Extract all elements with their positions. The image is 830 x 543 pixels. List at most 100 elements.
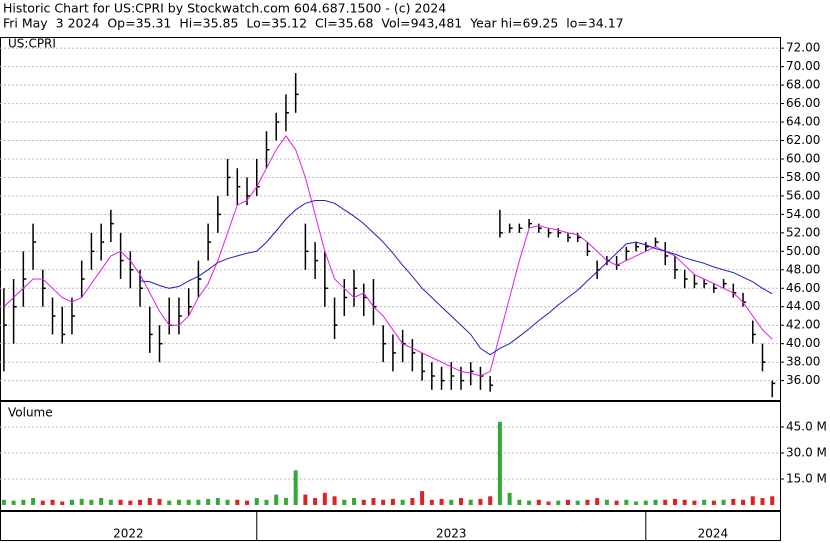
volume-bar [352, 498, 357, 505]
y-tick-label: 64.00 [786, 115, 820, 129]
volume-bar [176, 499, 181, 505]
volume-bar [31, 498, 36, 505]
volume-bar [653, 499, 658, 505]
moving-average [139, 200, 773, 356]
volume-bar [643, 500, 648, 505]
volume-bar [79, 498, 84, 505]
y-tick-label: 72.00 [786, 41, 820, 55]
moving-average [3, 135, 773, 377]
volume-bar [196, 499, 201, 505]
volume-bar [118, 499, 123, 505]
volume-bar [322, 492, 327, 505]
volume-bar [138, 499, 143, 505]
volume-bar [235, 499, 240, 505]
volume-bar [604, 499, 609, 505]
volume-bar [546, 501, 551, 505]
y-tick-label: 68.00 [786, 78, 820, 92]
volume-bar [458, 498, 463, 505]
volume-bar [420, 491, 425, 505]
volume-bar [497, 421, 502, 505]
volume-bar [225, 499, 230, 505]
volume-bar [206, 498, 211, 505]
x-tick-label: 2023 [436, 527, 467, 541]
volume-bar [507, 492, 512, 505]
price-panel [0, 37, 781, 401]
y-tick-label: 40.00 [786, 336, 820, 350]
volume-bar [702, 499, 707, 505]
volume-bar [303, 494, 308, 505]
volume-bar [760, 498, 765, 505]
volume-bar [1, 499, 6, 505]
y-tick-label: 58.00 [786, 170, 820, 184]
volume-bar [536, 499, 541, 505]
volume-bar [556, 500, 561, 505]
volume-bar [254, 498, 259, 505]
volume-bar [682, 499, 687, 505]
y-tick-label: 62.00 [786, 133, 820, 147]
volume-bar [21, 499, 26, 505]
volume-bar [293, 470, 298, 505]
volume-bar [332, 496, 337, 505]
volume-bar [245, 500, 250, 505]
volume-bar [449, 499, 454, 505]
volume-bar [692, 500, 697, 505]
volume-bar [186, 499, 191, 505]
y-tick-label: 45.0 M [786, 419, 827, 433]
volume-bar [517, 499, 522, 505]
volume-bar [634, 501, 639, 505]
volume-bar [371, 498, 376, 505]
y-tick-label: 54.00 [786, 207, 820, 221]
volume-bar [89, 499, 94, 505]
volume-bar [663, 499, 668, 505]
volume-bar [750, 496, 755, 505]
y-tick-label: 15.0 M [786, 471, 827, 485]
volume-bar [624, 499, 629, 505]
volume-bar [585, 499, 590, 505]
volume-bar [400, 499, 405, 505]
y-tick-label: 30.0 M [786, 445, 827, 459]
volume-bar [468, 499, 473, 505]
y-tick-label: 66.00 [786, 96, 820, 110]
volume-bar [614, 500, 619, 505]
volume-bar [69, 499, 74, 505]
chart-subtitle: Fri May 3 2024 Op=35.31 Hi=35.85 Lo=35.1… [3, 16, 624, 31]
volume-bar [410, 498, 415, 505]
volume-bar [731, 498, 736, 505]
volume-bar [99, 498, 104, 505]
y-tick-label: 36.00 [786, 373, 820, 387]
volume-bar [108, 499, 113, 505]
y-tick-label: 70.00 [786, 59, 820, 73]
volume-bar [264, 499, 269, 505]
volume-bar [488, 496, 493, 505]
y-tick-label: 42.00 [786, 318, 820, 332]
date-axis [0, 511, 781, 541]
volume-bar [429, 499, 434, 505]
chart-title: Historic Chart for US:CPRI by Stockwatch… [3, 1, 446, 16]
volume-bar [167, 500, 172, 505]
volume-bar [147, 498, 152, 505]
x-tick-label: 2022 [113, 527, 144, 541]
y-tick-label: 52.00 [786, 225, 820, 239]
y-tick-label: 48.00 [786, 262, 820, 276]
volume-bar [439, 498, 444, 505]
volume-bar [672, 498, 677, 505]
volume-title: Volume [8, 406, 53, 420]
volume-bar [128, 500, 133, 505]
y-tick-label: 50.00 [786, 244, 820, 258]
volume-bar [313, 498, 318, 505]
volume-bar [565, 499, 570, 505]
volume-bar [11, 500, 16, 505]
volume-bar [741, 499, 746, 505]
volume-bar [60, 501, 65, 505]
volume-bar [390, 498, 395, 505]
volume-bar [478, 498, 483, 505]
volume-bar [381, 499, 386, 505]
volume-bar [770, 496, 775, 505]
volume-bar [361, 499, 366, 505]
volume-bar [575, 500, 580, 505]
volume-bar [50, 499, 55, 505]
volume-bar [711, 500, 716, 505]
volume-bar [157, 498, 162, 505]
y-tick-label: 56.00 [786, 188, 820, 202]
